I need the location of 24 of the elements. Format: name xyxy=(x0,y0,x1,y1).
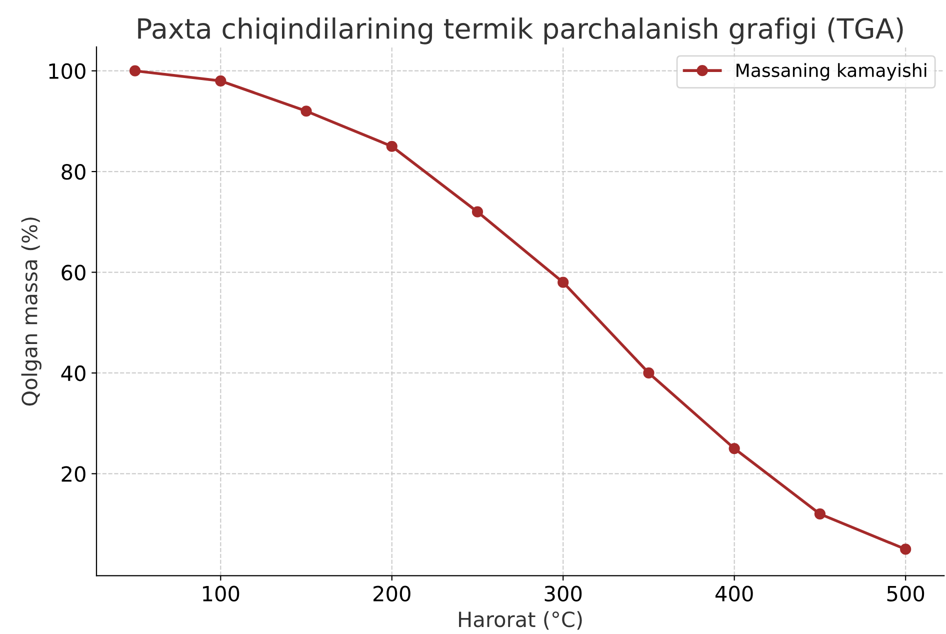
x-tick-label: 100 xyxy=(203,586,240,602)
y-axis-title: Qolgan massa (%) xyxy=(21,218,42,406)
y-tick-label: 40 xyxy=(61,365,86,382)
y-tick-label: 60 xyxy=(62,264,86,280)
y-tick-label: 100 xyxy=(49,63,86,80)
x-tick-label: 500 xyxy=(887,586,924,602)
point xyxy=(386,140,398,152)
y-tick-label: 80 xyxy=(62,164,86,180)
legend-label: Massaning kamayishi xyxy=(736,63,926,81)
point xyxy=(300,106,312,117)
x-axis-title: Harorat (°C) xyxy=(459,611,582,630)
point xyxy=(558,276,569,288)
point xyxy=(900,544,912,555)
y-tick-label: 20 xyxy=(62,466,86,482)
point xyxy=(728,442,740,454)
x-tick-label: 400 xyxy=(715,586,753,602)
chart-title: Paxta chiqindilarining termik parchalanish grafigi (TGA) xyxy=(138,17,903,44)
point xyxy=(814,508,826,520)
point xyxy=(129,65,141,76)
x-tick-label: 300 xyxy=(544,586,582,602)
point xyxy=(472,206,484,218)
point xyxy=(643,367,654,379)
x-tick-label: 200 xyxy=(374,586,410,602)
point xyxy=(215,75,226,86)
